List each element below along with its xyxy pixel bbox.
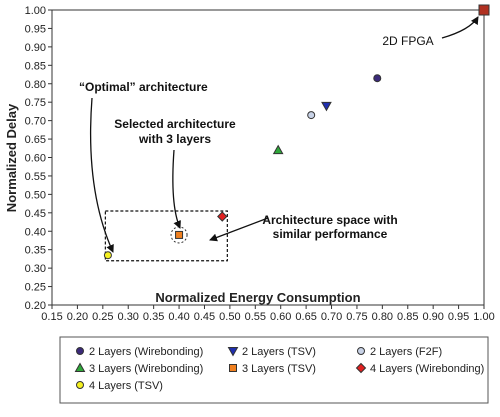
x-tick-label: 0.30	[118, 311, 139, 323]
arrow-2d-fpga	[441, 16, 479, 39]
legend-marker	[229, 364, 237, 372]
x-tick-label: 1.00	[473, 311, 494, 323]
y-tick-label: 0.85	[25, 60, 46, 72]
legend-label: 4 Layers (TSV)	[89, 380, 163, 392]
legend-marker	[355, 362, 367, 374]
y-tick-label: 0.20	[25, 300, 46, 312]
x-tick-label: 0.50	[219, 311, 240, 323]
x-tick-label: 0.15	[41, 311, 62, 323]
y-tick-label: 0.50	[25, 189, 46, 201]
annotation-space-line2: similar performance	[273, 227, 388, 241]
y-tick-label: 0.95	[25, 23, 46, 35]
legend-label: 3 Layers (Wirebonding)	[89, 363, 203, 375]
legend-marker	[76, 347, 84, 355]
legend-marker	[227, 347, 239, 357]
y-tick-label: 0.40	[25, 226, 46, 238]
y-tick-label: 0.65	[25, 134, 46, 146]
y-tick-label: 0.60	[25, 153, 46, 165]
x-tick-label: 0.75	[346, 311, 367, 323]
plot-area-frame	[51, 9, 485, 306]
y-tick-label: 0.70	[25, 116, 46, 128]
x-tick-label: 0.45	[194, 311, 215, 323]
x-tick-label: 0.70	[321, 311, 342, 323]
legend-label: 2 Layers (F2F)	[370, 346, 442, 358]
data-point-3-layers-wirebonding	[272, 144, 284, 155]
y-tick-label: 0.55	[25, 171, 46, 183]
arrow-selected	[172, 149, 181, 229]
y-tick-label: 1.00	[25, 5, 46, 17]
x-tick-label: 0.25	[92, 311, 113, 323]
data-point-3-layers-tsv	[175, 230, 184, 239]
data-point-2d-fpga	[478, 4, 490, 16]
legend-label: 4 Layers (Wirebonding)	[370, 363, 484, 375]
x-axis-title: Normalized Energy Consumption	[155, 290, 360, 305]
legend-marker	[76, 381, 84, 389]
annotation-2d-fpga: 2D FPGA	[382, 34, 433, 48]
y-tick-label: 0.90	[25, 42, 46, 54]
legend-label: 3 Layers (TSV)	[242, 363, 316, 375]
data-point-4-layers-wirebonding	[217, 211, 228, 222]
y-axis-title: Normalized Delay	[4, 103, 19, 212]
x-tick-label: 0.60	[270, 311, 291, 323]
y-tick-label: 0.25	[25, 282, 46, 294]
x-tick-label: 0.95	[448, 311, 469, 323]
data-point-4-layers-tsv	[103, 251, 112, 260]
legend-label: 2 Layers (Wirebonding)	[89, 346, 203, 358]
annotation-optimal: “Optimal” architecture	[79, 80, 208, 94]
x-tick-label: 0.85	[397, 311, 418, 323]
legend: 2 Layers (Wirebonding) 2 Layers (TSV) 2 La…	[74, 346, 484, 392]
x-tick-label: 0.20	[67, 311, 88, 323]
y-tick-label: 0.35	[25, 245, 46, 257]
y-tick-label: 0.30	[25, 263, 46, 275]
data-point-2-layers-tsv	[321, 101, 332, 112]
x-tick-label: 0.55	[245, 311, 266, 323]
y-tick-label: 0.80	[25, 79, 46, 91]
x-tick-label: 0.35	[143, 311, 164, 323]
x-tick-label: 0.40	[168, 311, 189, 323]
legend-label: 2 Layers (TSV)	[242, 346, 316, 358]
y-axis-ticks: 0.20 0.25 0.30 0.35 0.40 0.45 0.50 0.55 0.60 0.65…	[25, 5, 52, 312]
legend-box	[59, 336, 489, 404]
legend-marker	[74, 362, 86, 372]
similar-performance-region-box	[104, 210, 228, 262]
annotation-selected-line2: with 3 layers	[138, 132, 211, 146]
y-tick-label: 0.45	[25, 208, 46, 220]
x-tick-label: 0.90	[422, 311, 443, 323]
x-tick-label: 0.80	[372, 311, 393, 323]
arrow-optimal	[89, 97, 114, 253]
data-point-2-layers-f2f	[307, 111, 316, 120]
x-axis-ticks: 0.15 0.20 0.25 0.30 0.35 0.40 0.45 0.50 0.55 0.60…	[41, 305, 495, 323]
legend-marker	[357, 347, 365, 355]
annotation-selected-line1: Selected architecture	[114, 117, 236, 131]
annotation-space-line1: Architecture space with	[262, 213, 397, 227]
data-point-2-layers-wirebonding	[373, 74, 382, 83]
data-points	[103, 4, 490, 260]
x-tick-label: 0.65	[295, 311, 316, 323]
y-tick-label: 0.75	[25, 97, 46, 109]
arrow-space	[209, 217, 269, 242]
